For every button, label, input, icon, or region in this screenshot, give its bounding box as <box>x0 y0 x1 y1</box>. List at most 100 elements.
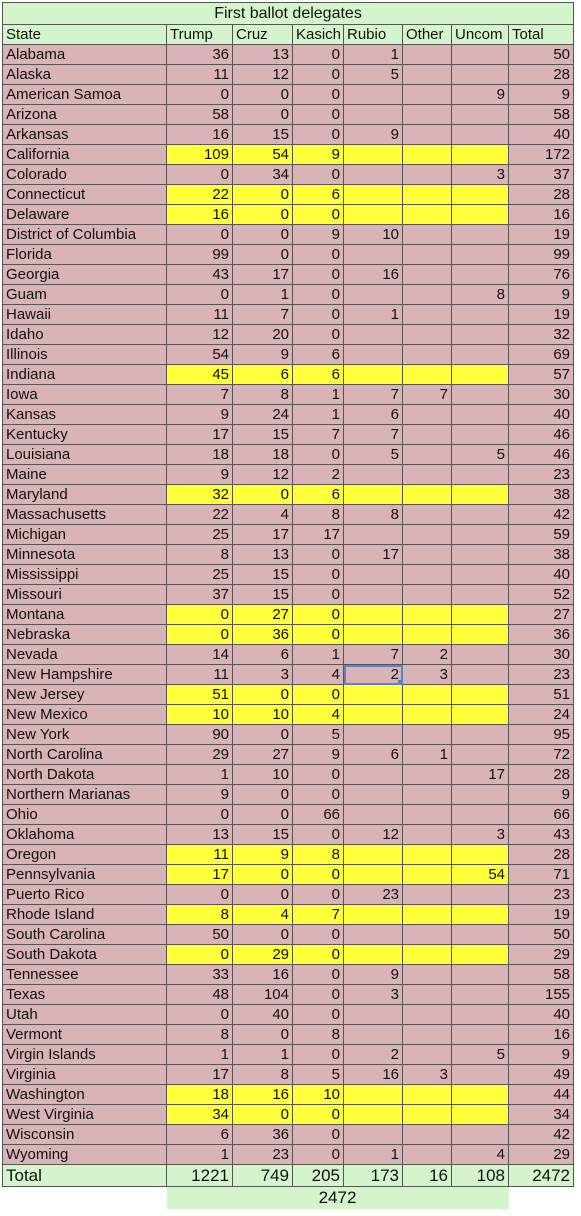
value-cell[interactable]: 11 <box>166 844 233 865</box>
value-cell[interactable] <box>451 1064 509 1085</box>
value-cell[interactable] <box>402 324 452 345</box>
value-cell[interactable]: 6 <box>292 184 344 205</box>
value-cell[interactable] <box>343 724 403 745</box>
value-cell[interactable] <box>451 1024 509 1045</box>
value-cell[interactable]: 50 <box>166 924 233 945</box>
value-cell[interactable] <box>451 504 509 525</box>
value-cell[interactable]: 0 <box>292 1004 344 1025</box>
value-cell[interactable]: 6 <box>292 484 344 505</box>
value-cell[interactable]: 0 <box>292 824 344 845</box>
state-cell[interactable]: Delaware <box>2 204 167 225</box>
state-cell[interactable]: Washington <box>2 1084 167 1105</box>
value-cell[interactable]: 0 <box>292 584 344 605</box>
value-cell[interactable] <box>451 344 509 365</box>
sheet-title-cell[interactable]: First ballot delegates <box>1 2 575 25</box>
value-cell[interactable] <box>402 184 452 205</box>
value-cell[interactable]: 0 <box>232 1104 293 1125</box>
value-cell[interactable] <box>402 304 452 325</box>
value-cell[interactable] <box>343 344 403 365</box>
value-cell[interactable]: 34 <box>166 1104 233 1125</box>
state-cell[interactable]: Pennsylvania <box>2 864 167 885</box>
state-cell[interactable]: Maine <box>2 464 167 485</box>
value-cell[interactable]: 0 <box>292 944 344 965</box>
value-cell[interactable] <box>402 1044 452 1065</box>
value-cell[interactable]: 29 <box>166 744 233 765</box>
value-cell[interactable]: 59 <box>507 524 575 545</box>
value-cell[interactable] <box>402 84 452 105</box>
value-cell[interactable]: 3 <box>232 664 293 685</box>
value-cell[interactable] <box>343 104 403 125</box>
value-cell[interactable]: 0 <box>292 1144 344 1165</box>
value-cell[interactable]: 4 <box>232 904 293 925</box>
value-cell[interactable] <box>451 664 509 685</box>
value-cell[interactable] <box>402 864 452 885</box>
value-cell[interactable]: 17 <box>232 524 293 545</box>
value-cell[interactable]: 15 <box>232 424 293 445</box>
value-cell[interactable] <box>402 164 452 185</box>
value-cell[interactable]: 36 <box>166 44 233 65</box>
value-cell[interactable]: 50 <box>507 44 575 65</box>
value-cell[interactable]: 9 <box>166 404 233 425</box>
value-cell[interactable]: 8 <box>292 844 344 865</box>
value-cell[interactable] <box>402 924 452 945</box>
value-cell[interactable]: 9 <box>232 344 293 365</box>
value-cell[interactable]: 13 <box>232 544 293 565</box>
state-cell[interactable]: Minnesota <box>2 544 167 565</box>
value-cell[interactable]: 0 <box>166 624 233 645</box>
value-cell[interactable] <box>451 944 509 965</box>
value-cell[interactable] <box>343 144 403 165</box>
value-cell[interactable] <box>402 244 452 265</box>
value-cell[interactable]: 99 <box>166 244 233 265</box>
value-cell[interactable] <box>402 1144 452 1165</box>
state-cell[interactable]: Maryland <box>2 484 167 505</box>
value-cell[interactable]: 16 <box>232 1084 293 1105</box>
state-cell[interactable]: Florida <box>2 244 167 265</box>
value-cell[interactable]: 0 <box>292 564 344 585</box>
value-cell[interactable]: 9 <box>166 464 233 485</box>
value-cell[interactable]: 9 <box>166 784 233 805</box>
value-cell[interactable]: 76 <box>507 264 575 285</box>
value-cell[interactable]: 0 <box>292 984 344 1005</box>
value-cell[interactable]: 6 <box>292 364 344 385</box>
value-cell[interactable] <box>451 184 509 205</box>
value-cell[interactable] <box>402 344 452 365</box>
value-cell[interactable]: 28 <box>507 64 575 85</box>
value-cell[interactable]: 9 <box>343 124 403 145</box>
value-cell[interactable]: 22 <box>166 504 233 525</box>
value-cell[interactable]: 7 <box>343 424 403 445</box>
value-cell[interactable]: 0 <box>292 104 344 125</box>
value-cell[interactable]: 69 <box>507 344 575 365</box>
grand-total-cell[interactable]: 2472 <box>166 1186 509 1209</box>
state-cell[interactable]: Colorado <box>2 164 167 185</box>
state-cell[interactable]: Arizona <box>2 104 167 125</box>
value-cell[interactable] <box>451 1004 509 1025</box>
state-cell[interactable]: Kansas <box>2 404 167 425</box>
value-cell[interactable]: 6 <box>232 364 293 385</box>
value-cell[interactable]: 0 <box>292 604 344 625</box>
value-cell[interactable] <box>451 644 509 665</box>
value-cell[interactable]: 49 <box>507 1064 575 1085</box>
value-cell[interactable] <box>343 84 403 105</box>
value-cell[interactable] <box>451 124 509 145</box>
state-cell[interactable]: American Samoa <box>2 84 167 105</box>
value-cell[interactable]: 9 <box>451 84 509 105</box>
value-cell[interactable] <box>451 204 509 225</box>
state-cell[interactable]: Oregon <box>2 844 167 865</box>
value-cell[interactable] <box>343 1024 403 1045</box>
state-cell[interactable]: Kentucky <box>2 424 167 445</box>
value-cell[interactable]: 5 <box>292 724 344 745</box>
value-cell[interactable] <box>451 144 509 165</box>
value-cell[interactable]: 10 <box>232 764 293 785</box>
value-cell[interactable]: 29 <box>232 944 293 965</box>
value-cell[interactable]: 51 <box>507 684 575 705</box>
value-cell[interactable]: 10 <box>292 1084 344 1105</box>
state-cell[interactable]: South Carolina <box>2 924 167 945</box>
value-cell[interactable]: 9 <box>292 224 344 245</box>
value-cell[interactable] <box>402 584 452 605</box>
value-cell[interactable]: 37 <box>507 164 575 185</box>
value-cell[interactable]: 1 <box>343 44 403 65</box>
totals-value-cell[interactable]: 173 <box>343 1164 403 1187</box>
value-cell[interactable] <box>343 784 403 805</box>
value-cell[interactable]: 4 <box>292 664 344 685</box>
value-cell[interactable]: 0 <box>166 284 233 305</box>
